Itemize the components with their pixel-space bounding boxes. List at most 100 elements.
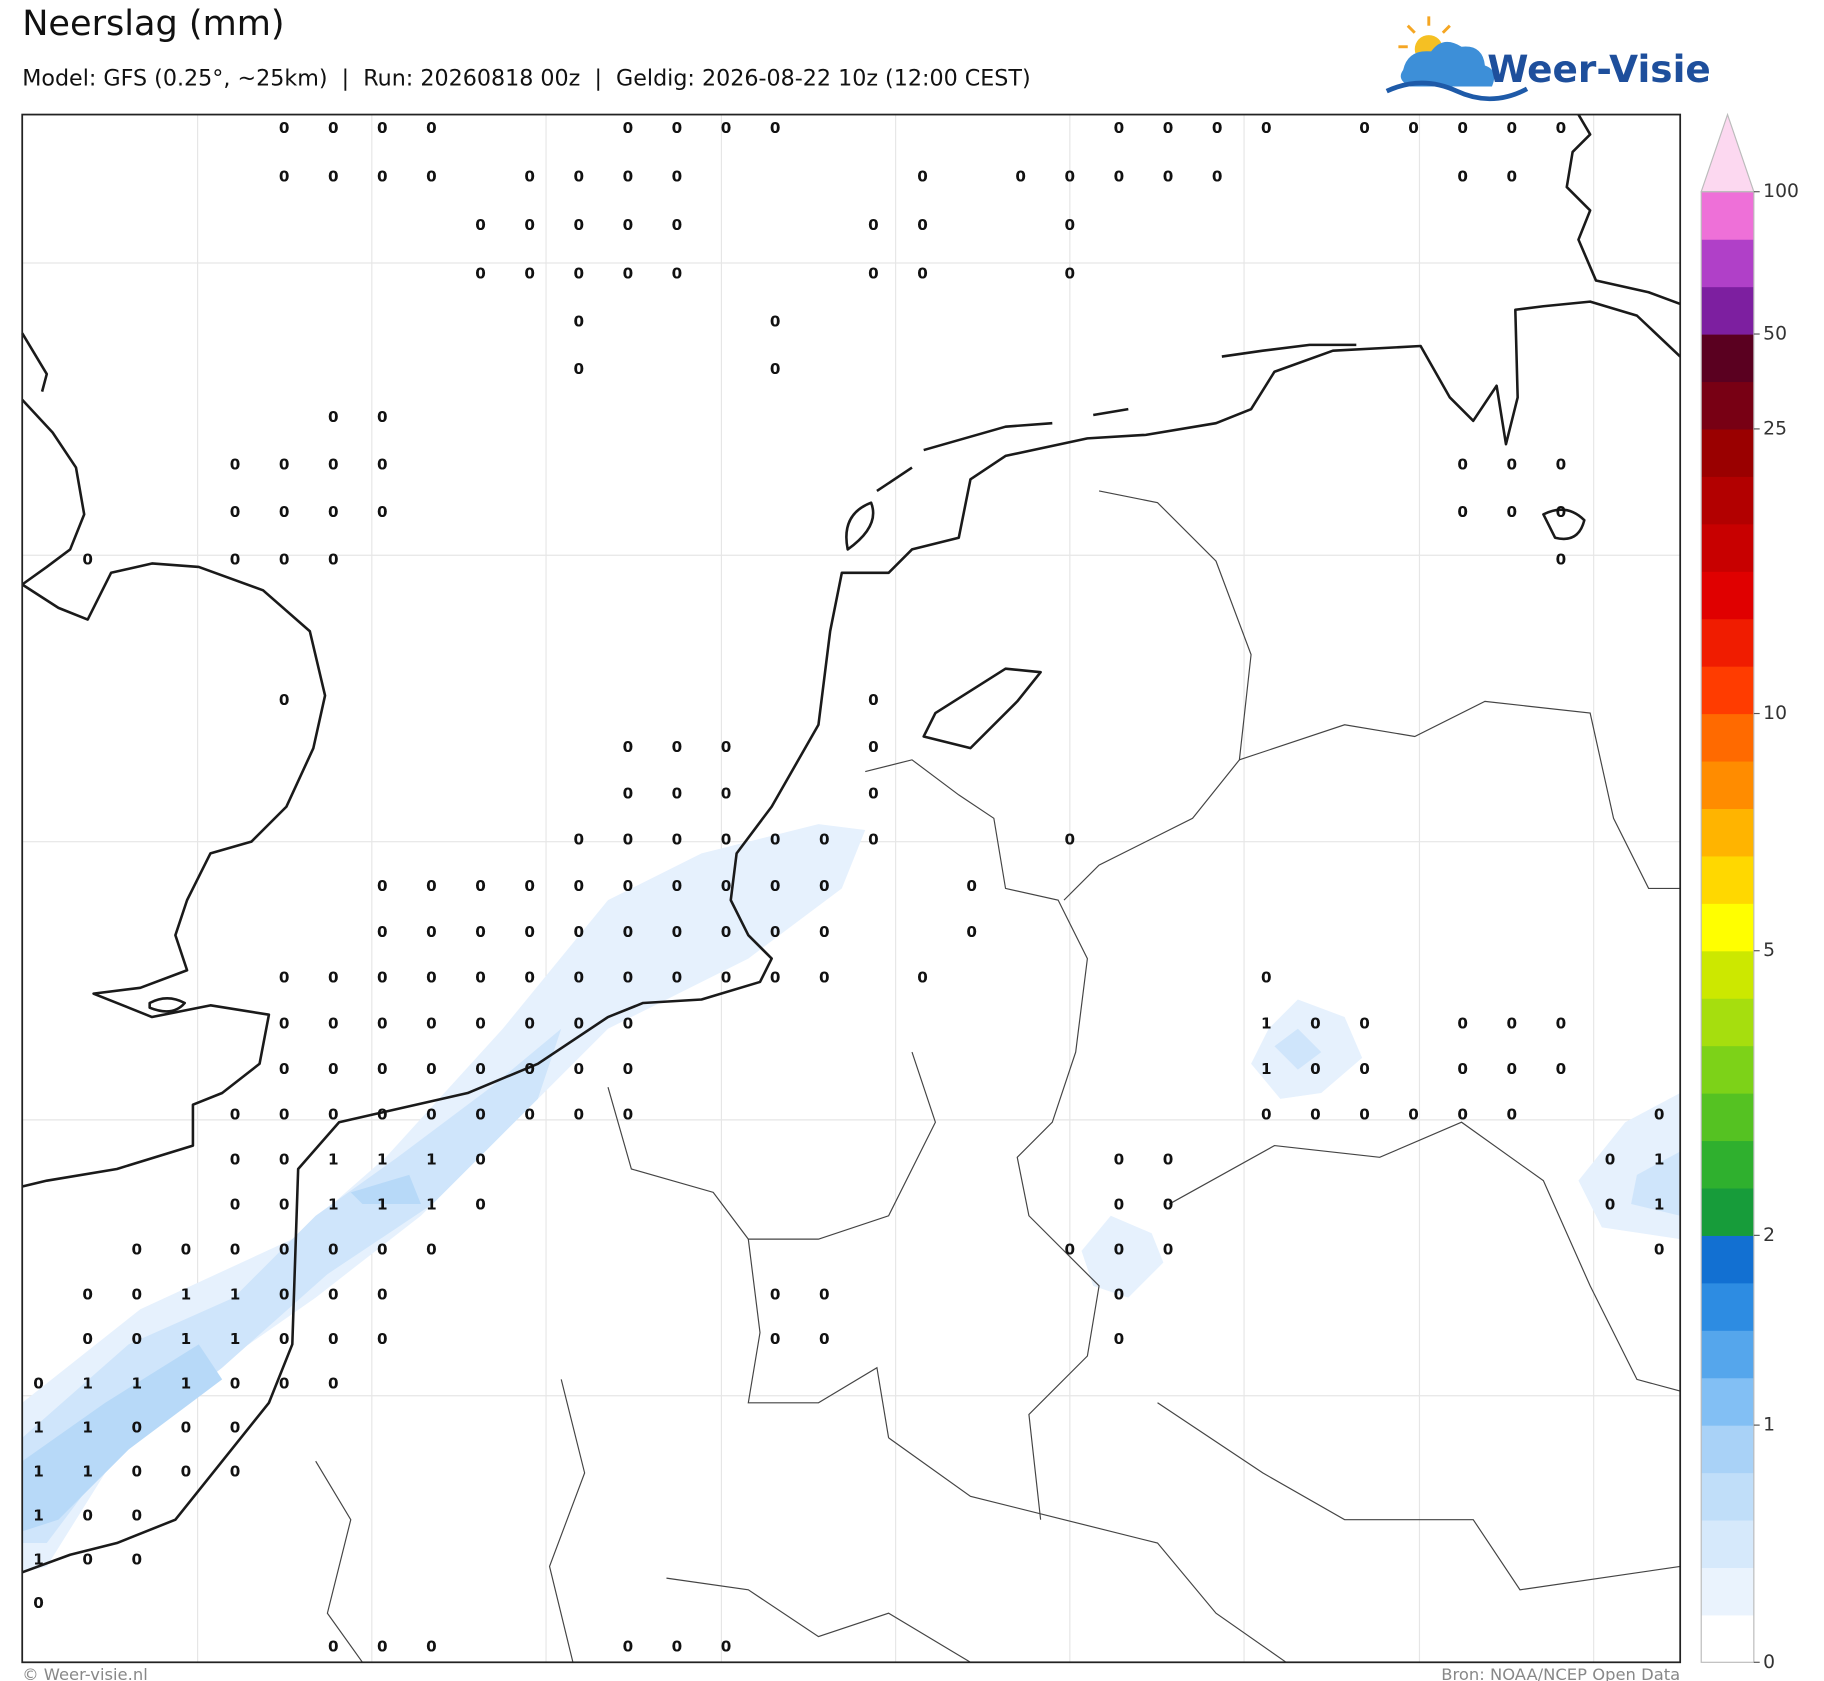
grid-value: 0 (1163, 168, 1174, 186)
grid-value: 0 (573, 216, 584, 234)
grid-value: 0 (377, 503, 388, 521)
grid-value: 0 (1261, 1105, 1272, 1123)
grid-value: 0 (377, 168, 388, 186)
grid-value: 0 (279, 1151, 290, 1169)
grid-value: 0 (328, 1105, 339, 1123)
grid-value: 0 (475, 264, 486, 282)
grid-value: 0 (573, 312, 584, 330)
grid-value: 0 (1065, 264, 1076, 282)
grid-value: 0 (279, 1060, 290, 1078)
grid-value: 0 (672, 168, 683, 186)
grid-value: 1 (33, 1419, 44, 1437)
grid-value: 0 (475, 877, 486, 895)
grid-value: 0 (1457, 1060, 1468, 1078)
grid-value: 0 (573, 877, 584, 895)
grid-value: 0 (132, 1330, 143, 1348)
grid-value: 0 (377, 1060, 388, 1078)
grid-value: 0 (524, 923, 535, 941)
colorbar-segment (1701, 191, 1754, 240)
grid-value: 0 (672, 119, 683, 137)
colorbar-segment (1701, 286, 1754, 335)
grid-value: 0 (82, 1285, 93, 1303)
grid-value: 0 (1457, 1105, 1468, 1123)
colorbar-tick-label: 2 (1763, 1225, 1775, 1246)
grid-value: 0 (1212, 168, 1223, 186)
grid-value: 0 (721, 784, 732, 802)
grid-value: 0 (1015, 168, 1026, 186)
grid-value: 0 (377, 877, 388, 895)
grid-value: 1 (230, 1285, 241, 1303)
grid-value: 0 (132, 1550, 143, 1568)
grid-value: 0 (328, 1014, 339, 1032)
grid-value: 0 (1310, 1060, 1321, 1078)
grid-value: 1 (82, 1374, 93, 1392)
grid-value: 0 (623, 119, 634, 137)
borders (315, 490, 1681, 1663)
grid-value: 0 (475, 923, 486, 941)
grid-value: 0 (868, 264, 879, 282)
grid-value: 0 (279, 1105, 290, 1123)
colorbar-segment (1701, 855, 1754, 904)
grid-value: 0 (819, 831, 830, 849)
grid-value: 0 (328, 168, 339, 186)
grid-value: 0 (868, 216, 879, 234)
grid-value: 0 (1359, 1060, 1370, 1078)
grid-value: 0 (328, 456, 339, 474)
grid-value: 0 (1408, 1105, 1419, 1123)
map-frame (21, 113, 1682, 1664)
grid-value: 0 (475, 1151, 486, 1169)
grid-value: 0 (917, 216, 928, 234)
grid-value: 0 (377, 1330, 388, 1348)
grid-value: 0 (623, 738, 634, 756)
grid-value: 0 (1114, 1151, 1125, 1169)
grid-value: 0 (1556, 503, 1567, 521)
grid-value: 0 (524, 264, 535, 282)
grid-value: 0 (672, 877, 683, 895)
grid-value: 0 (82, 1550, 93, 1568)
map-area: 0 0 0 0 0 0 0 0 0 0 0 0 0 0 0 0 0 0 0 0 0 0 0 0 0 0 0 0 0 0 0 0 0 0 0 0 0 0 0 0… (21, 113, 1682, 1664)
colorbar-segment (1701, 334, 1754, 383)
grid-value: 0 (377, 923, 388, 941)
grid-value: 0 (426, 923, 437, 941)
grid-value: 1 (1261, 1014, 1272, 1032)
grid-value: 1 (181, 1330, 192, 1348)
grid-value: 0 (770, 312, 781, 330)
colorbar-tick-label: 1 (1763, 1415, 1775, 1436)
grid-value: 0 (1114, 168, 1125, 186)
colorbar-segment (1701, 903, 1754, 952)
colorbar-segment (1701, 1425, 1754, 1474)
grid-value: 0 (230, 1241, 241, 1259)
grid-value: 0 (1507, 1105, 1518, 1123)
colorbar-segment (1701, 618, 1754, 667)
grid-value: 0 (672, 923, 683, 941)
grid-value: 0 (377, 119, 388, 137)
grid-value: 0 (1556, 550, 1567, 568)
grid-value: 0 (819, 877, 830, 895)
grid-value: 0 (1457, 1014, 1468, 1032)
precip-shading (22, 824, 1681, 1573)
grid-value: 0 (1408, 119, 1419, 137)
grid-value: 0 (328, 1374, 339, 1392)
grid-value: 0 (1507, 456, 1518, 474)
grid-value: 0 (623, 784, 634, 802)
logo-cloud (1400, 41, 1495, 87)
footer-right: Bron: NOAA/NCEP Open Data (1441, 1665, 1680, 1681)
logo-wave (1385, 80, 1529, 102)
grid-value: 0 (132, 1419, 143, 1437)
grid-value: 0 (82, 550, 93, 568)
grid-value: 0 (868, 831, 879, 849)
grid-value: 0 (524, 1060, 535, 1078)
grid-value: 0 (1654, 1105, 1665, 1123)
grid-value: 0 (819, 969, 830, 987)
colorbar-segment (1701, 428, 1754, 477)
colorbar-segment (1701, 1282, 1754, 1331)
footer-left: © Weer-visie.nl (22, 1665, 148, 1681)
grid-value: 0 (230, 550, 241, 568)
colorbar-segment (1701, 476, 1754, 525)
grid-value: 0 (573, 969, 584, 987)
colorbar-segment (1701, 1519, 1754, 1569)
grid-value: 0 (426, 168, 437, 186)
colorbar-segment (1701, 1614, 1754, 1663)
grid-value: 0 (328, 1330, 339, 1348)
grid-value: 0 (672, 216, 683, 234)
